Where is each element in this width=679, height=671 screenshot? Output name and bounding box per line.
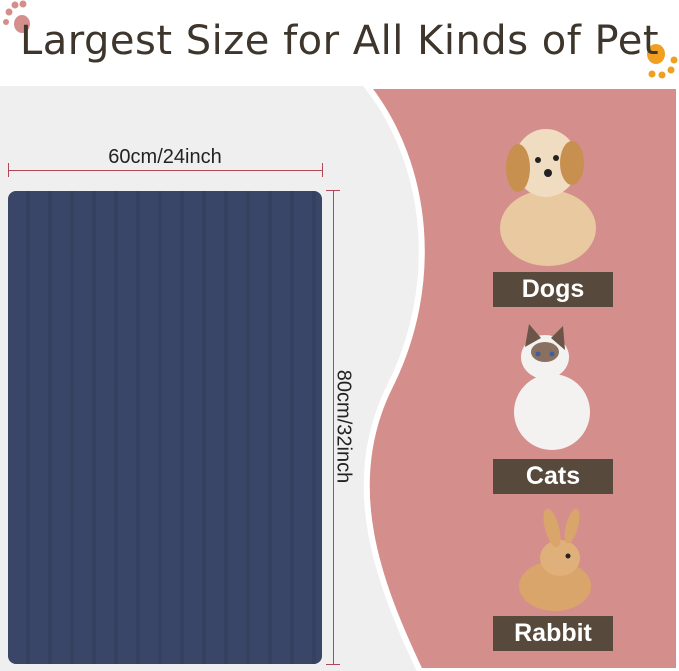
width-label: 60cm/24inch — [108, 146, 222, 168]
cat-photo — [514, 324, 590, 450]
paw-print-icon — [647, 44, 678, 79]
pet-label-dogs: Dogs — [493, 272, 613, 307]
rabbit-photo — [519, 508, 591, 611]
height-label: 80cm/32inch — [332, 369, 355, 484]
pet-label-rabbit: Rabbit — [493, 616, 613, 651]
width-dimension-line — [8, 170, 322, 171]
height-dimension-line — [333, 191, 334, 664]
page-title: Largest Size for All Kinds of Pet — [19, 18, 660, 64]
pet-mat — [8, 191, 322, 664]
width-line-right-tick — [322, 163, 323, 177]
width-line-left-tick — [8, 163, 9, 177]
paw-print-icon — [3, 0, 30, 33]
height-line-bottom-tick — [326, 664, 340, 665]
height-line-top-tick — [326, 190, 340, 191]
dog-photo — [500, 129, 596, 266]
pet-label-cats: Cats — [493, 459, 613, 494]
